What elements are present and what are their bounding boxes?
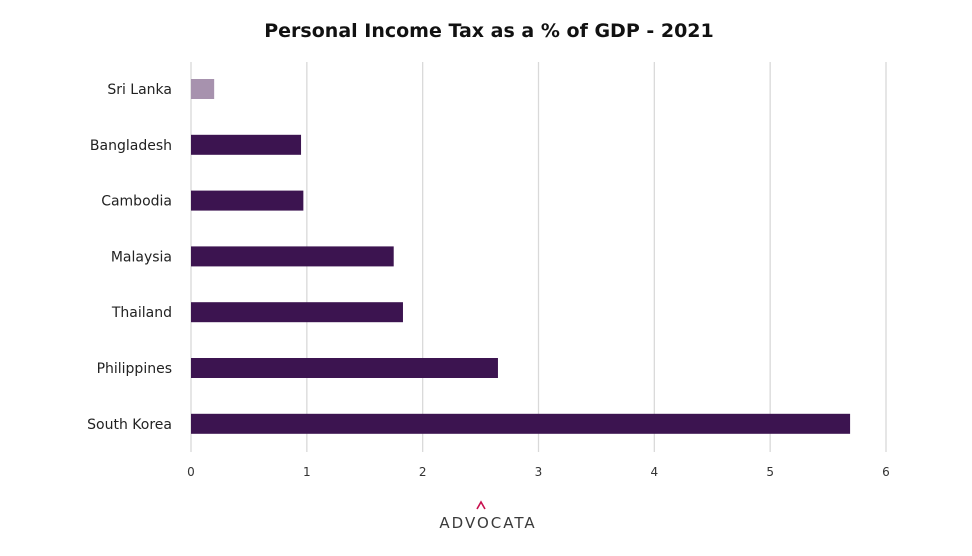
category-label-bangladesh: Bangladesh — [90, 138, 172, 154]
gridlines — [190, 62, 887, 452]
category-label-thailand: Thailand — [111, 305, 172, 321]
chart-title: Personal Income Tax as a % of GDP - 2021 — [264, 20, 714, 42]
x-tick-label-6: 6 — [882, 465, 890, 479]
bar-philippines — [191, 358, 498, 378]
logo-text: ADVOCATA — [439, 514, 536, 532]
x-tick-label-5: 5 — [766, 465, 774, 479]
bar-south-korea — [191, 413, 851, 434]
bar-malaysia — [191, 246, 394, 267]
x-tick-label-2: 2 — [419, 465, 427, 479]
category-label-philippines: Philippines — [97, 361, 172, 377]
x-tick-label-3: 3 — [535, 465, 543, 479]
x-tick-label-1: 1 — [303, 465, 311, 479]
category-label-south-korea: South Korea — [87, 417, 172, 433]
category-label-cambodia: Cambodia — [101, 194, 172, 210]
bar-cambodia — [191, 190, 304, 211]
category-label-malaysia: Malaysia — [111, 249, 172, 265]
bar-bangladesh — [191, 134, 302, 155]
logo-chevron-icon — [476, 500, 486, 510]
x-tick-label-4: 4 — [651, 465, 659, 479]
bars — [191, 79, 851, 434]
advocata-logo: ADVOCATA — [439, 500, 536, 532]
category-labels: Sri Lanka Bangladesh Cambodia Malaysia Thail… — [87, 82, 172, 433]
bar-thailand — [191, 302, 403, 323]
x-tick-label-0: 0 — [187, 465, 195, 479]
x-axis-ticks: 0 1 2 3 4 5 6 — [187, 465, 890, 479]
category-label-sri-lanka: Sri Lanka — [107, 82, 172, 98]
bar-sri-lanka — [191, 79, 215, 99]
